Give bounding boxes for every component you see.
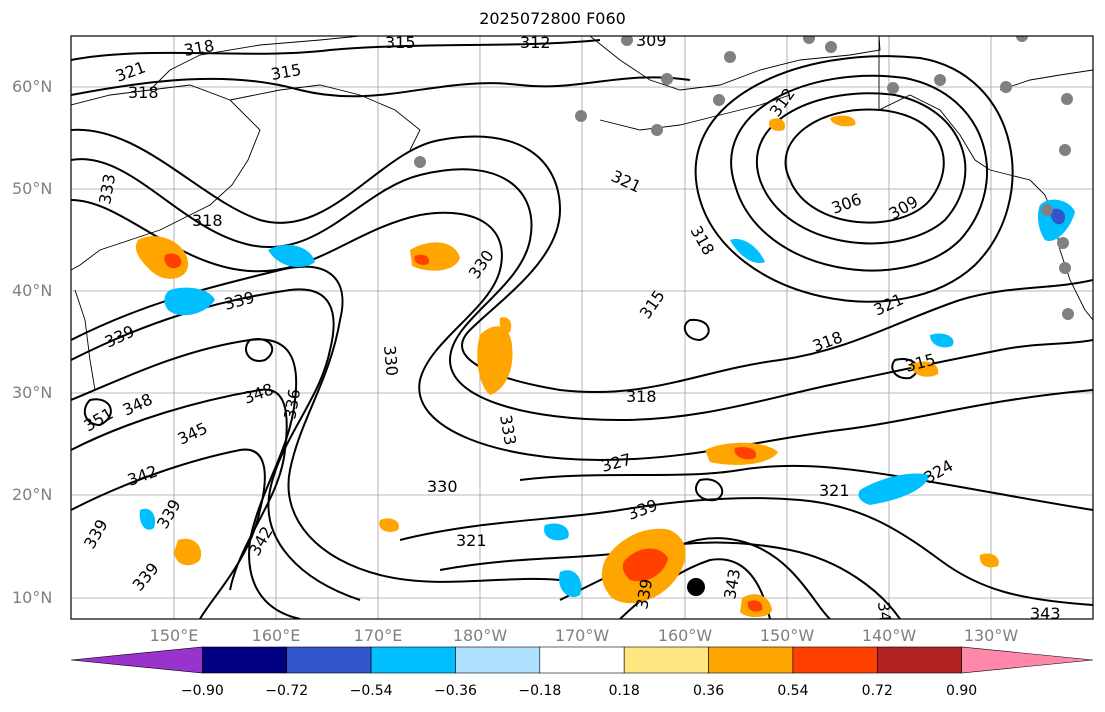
colorbar-tick-label: −0.72 <box>265 683 309 699</box>
contour-label: 321 <box>456 531 487 550</box>
lat-label-10n: 10°N <box>12 588 53 607</box>
colorbar-bin <box>286 646 372 674</box>
lon-label-150e: 150°E <box>149 626 199 645</box>
colorbar-bin <box>792 646 878 674</box>
lon-label-140w: 140°W <box>861 626 917 645</box>
lat-label-40n: 40°N <box>12 281 53 300</box>
lat-label-20n: 20°N <box>12 485 53 504</box>
map-title: 2025072800 F060 <box>479 9 626 28</box>
map-plot-area: 318 315 312 309 321 318 315 312 333 318 … <box>71 31 1093 633</box>
contour-label: 321 <box>819 481 850 500</box>
contour-label: 318 <box>626 387 657 406</box>
colorbar-bin <box>539 646 625 674</box>
map-frame <box>70 35 1094 620</box>
contour-label: 312 <box>520 33 551 52</box>
colorbar-bin <box>202 646 288 674</box>
lon-label-170w: 170°W <box>554 626 610 645</box>
colorbar-tick-label: 0.54 <box>777 683 809 699</box>
colorbar <box>70 646 1094 674</box>
contour-label: 309 <box>636 31 667 50</box>
lon-label-170e: 170°E <box>353 626 403 645</box>
lat-label-30n: 30°N <box>12 383 53 402</box>
colorbar-tick-label: −0.90 <box>180 683 224 699</box>
colorbar-tick-label: 0.36 <box>692 683 725 699</box>
contour-label: 318 <box>192 211 223 230</box>
colorbar-tick-label: −0.54 <box>349 683 393 699</box>
colorbar-bin <box>455 646 541 674</box>
lat-label-60n: 60°N <box>12 77 53 96</box>
station-markers <box>414 36 1074 320</box>
colorbar-extension-high <box>961 646 1094 674</box>
contour-label: 315 <box>385 33 416 52</box>
contour-label: 342 <box>874 601 896 633</box>
colorbar-bin <box>876 646 962 674</box>
contour-label: 343 <box>1030 604 1061 623</box>
lon-label-130w: 130°W <box>963 626 1019 645</box>
colorbar-tick-label: −0.36 <box>434 683 477 699</box>
colorbar-tick-label: 0.72 <box>861 683 893 699</box>
contour-label: 318 <box>182 36 215 60</box>
contour-label: 330 <box>380 345 402 377</box>
storm-center-marker <box>687 578 705 596</box>
lon-label-180w: 180°W <box>452 626 508 645</box>
colorbar-bin <box>623 646 709 674</box>
contour-label: 330 <box>427 477 458 496</box>
colorbar-tick-label: −0.18 <box>518 683 562 699</box>
colorbar-bin <box>708 646 794 674</box>
shaded-fields <box>135 115 1075 618</box>
colorbar-tick-label: 0.90 <box>946 683 978 699</box>
colorbar-extension-low <box>70 646 203 674</box>
lon-label-160e: 160°E <box>251 626 301 645</box>
colorbar-tick-label: 0.18 <box>608 683 640 699</box>
colorbar-bin <box>370 646 456 674</box>
lon-label-160w: 160°W <box>657 626 713 645</box>
lon-label-150w: 150°W <box>759 626 815 645</box>
contour-label: 318 <box>128 83 159 102</box>
lat-label-50n: 50°N <box>12 179 53 198</box>
